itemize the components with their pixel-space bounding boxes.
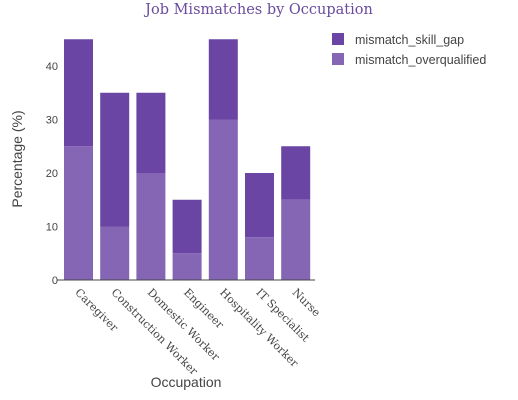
y-tick-label: 30 bbox=[46, 115, 58, 127]
bar-skill-gap[interactable] bbox=[172, 199, 202, 254]
y-tick-label: 10 bbox=[46, 222, 58, 234]
chart-title: Job Mismatches by Occupation bbox=[143, 2, 373, 18]
bar-overqualified[interactable] bbox=[100, 226, 130, 281]
legend-swatch-overqualified[interactable] bbox=[332, 53, 344, 65]
legend-label-overqualified[interactable]: mismatch_overqualified bbox=[355, 53, 486, 67]
x-axis-title: Occupation bbox=[151, 374, 222, 390]
bar-overqualified[interactable] bbox=[281, 199, 311, 280]
bar-skill-gap[interactable] bbox=[100, 92, 130, 227]
y-tick-label: 20 bbox=[46, 168, 58, 180]
y-tick-label: 40 bbox=[46, 61, 58, 73]
bar-skill-gap[interactable] bbox=[136, 92, 166, 173]
bar-overqualified[interactable] bbox=[245, 237, 274, 280]
bar-skill-gap[interactable] bbox=[281, 146, 311, 200]
bars bbox=[64, 39, 311, 281]
legend[interactable]: mismatch_skill_gap mismatch_overqualifie… bbox=[332, 33, 486, 67]
y-axis-ticks: 0 10 20 30 40 bbox=[46, 61, 58, 287]
bar-overqualified[interactable] bbox=[172, 253, 202, 280]
bar-overqualified[interactable] bbox=[64, 146, 93, 280]
bar-overqualified[interactable] bbox=[208, 119, 238, 281]
y-axis-title: Percentage (%) bbox=[9, 110, 25, 207]
legend-label-skill-gap[interactable]: mismatch_skill_gap bbox=[355, 33, 464, 47]
x-tick-label: Nurse bbox=[290, 286, 323, 319]
bar-skill-gap[interactable] bbox=[64, 39, 93, 147]
bar-overqualified[interactable] bbox=[136, 173, 166, 280]
bar-skill-gap[interactable] bbox=[245, 173, 274, 238]
bar-skill-gap[interactable] bbox=[208, 39, 238, 120]
legend-swatch-skill-gap[interactable] bbox=[332, 33, 344, 45]
y-tick-label: 0 bbox=[52, 275, 58, 287]
